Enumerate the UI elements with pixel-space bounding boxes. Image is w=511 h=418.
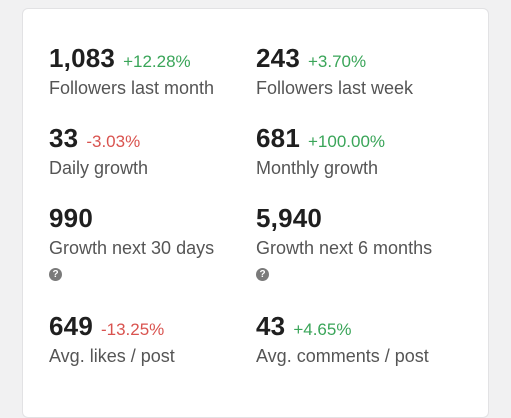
stat-followers-last-week: 243 +3.70% Followers last week <box>256 43 456 99</box>
stat-label: Monthly growth <box>256 158 379 178</box>
stat-label: Followers last week <box>256 78 414 98</box>
stat-change: -3.03% <box>86 132 141 151</box>
stat-label: Growth next 6 months <box>256 238 433 258</box>
stat-value: 243 <box>256 43 300 73</box>
stat-change: +100.00% <box>307 132 386 151</box>
stat-label: Avg. comments / post <box>256 346 429 366</box>
question-circle-icon[interactable]: ? <box>256 268 269 281</box>
stat-monthly-growth: 681 +100.00% Monthly growth <box>256 123 456 179</box>
stat-change: -13.25% <box>100 320 165 339</box>
stat-label: Growth next 30 days <box>49 238 215 258</box>
stat-value: 990 <box>49 203 93 233</box>
stat-followers-last-month: 1,083 +12.28% Followers last month <box>49 43 249 99</box>
stat-label: Avg. likes / post <box>49 346 175 366</box>
stat-value: 1,083 <box>49 43 116 73</box>
stat-value: 649 <box>49 311 93 341</box>
stat-change: +3.70% <box>307 52 367 71</box>
stat-avg-likes-per-post: 649 -13.25% Avg. likes / post <box>49 311 249 367</box>
stat-value: 33 <box>49 123 79 153</box>
stat-label: Followers last month <box>49 78 215 98</box>
stat-value: 43 <box>256 311 286 341</box>
stat-growth-next-30-days: 990 Growth next 30 days ? <box>49 203 249 282</box>
stat-change: +12.28% <box>123 52 191 71</box>
stat-daily-growth: 33 -3.03% Daily growth <box>49 123 249 179</box>
question-circle-icon[interactable]: ? <box>49 268 62 281</box>
stats-card: 1,083 +12.28% Followers last month 243 +… <box>22 8 489 418</box>
stat-label: Daily growth <box>49 158 149 178</box>
stat-avg-comments-per-post: 43 +4.65% Avg. comments / post <box>256 311 456 367</box>
stat-change: +4.65% <box>293 320 352 339</box>
stat-growth-next-6-months: 5,940 Growth next 6 months ? <box>256 203 456 282</box>
stat-value: 681 <box>256 123 300 153</box>
stat-value: 5,940 <box>256 203 323 233</box>
